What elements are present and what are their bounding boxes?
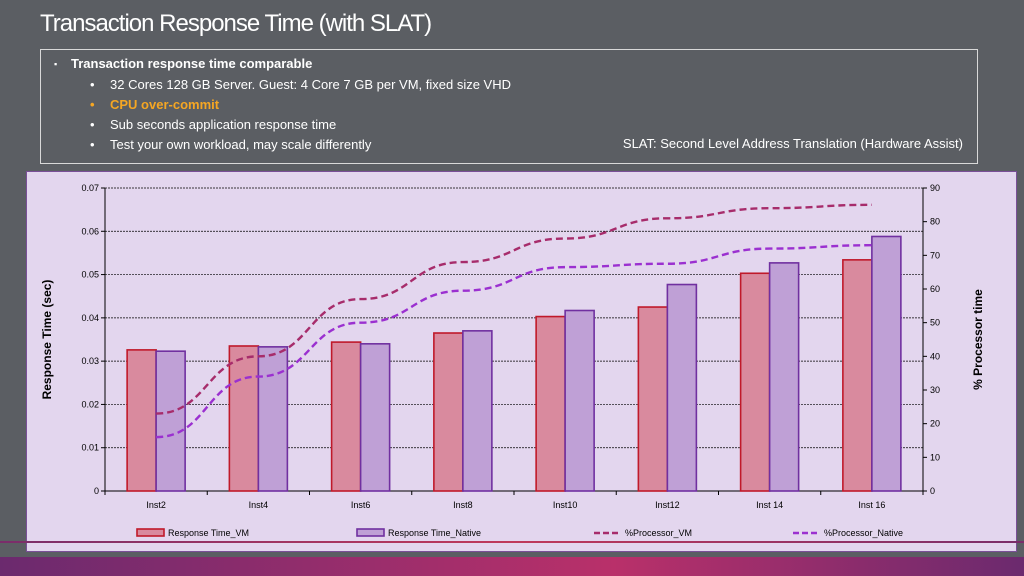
y-tick-label: 0 xyxy=(94,486,99,496)
bullet-box: ▪ Transaction response time comparable • 3… xyxy=(40,49,978,164)
line-processor-native xyxy=(156,244,872,439)
bar-response-time-native xyxy=(462,330,493,492)
bar-response-time-native xyxy=(768,262,800,492)
y2-tick-label: 10 xyxy=(930,452,940,462)
chart-panel: 0 0.01 0.02 0.03 0.04 0.05 0.06 0.07 0 10 20 30 40 50… xyxy=(26,171,1017,552)
main-bullet-text: Transaction response time comparable xyxy=(71,56,313,71)
x-tick-label: Inst8 xyxy=(453,500,473,510)
sub-bullet-response: • Sub seconds application response time xyxy=(90,117,336,132)
sub-bullet-text: CPU over-commit xyxy=(110,97,220,112)
legend-swatch-vm-bar xyxy=(136,528,165,537)
y2-tick-label: 40 xyxy=(930,351,940,361)
y2-tick-label: 80 xyxy=(930,217,940,227)
y2-tick-label: 30 xyxy=(930,385,940,395)
legend-label: %Processor_VM xyxy=(625,528,692,538)
legend-label: %Processor_Native xyxy=(824,528,903,538)
bar-response-time-native xyxy=(257,346,289,492)
bar-response-time-vm xyxy=(433,332,464,492)
main-bullet: ▪ Transaction response time comparable xyxy=(54,56,312,71)
bar-response-time-vm xyxy=(228,345,260,492)
y-tick-label: 0.04 xyxy=(81,313,99,323)
y-tick-label: 0.03 xyxy=(81,356,99,366)
bar-response-time-vm xyxy=(330,341,362,492)
sub-bullet-text: Sub seconds application response time xyxy=(110,117,337,132)
x-tick-label: Inst2 xyxy=(146,500,166,510)
sub-bullet-text: 32 Cores 128 GB Server. Guest: 4 Core 7 … xyxy=(110,77,512,92)
bar-response-time-vm xyxy=(842,259,873,492)
dot-bullet-icon: • xyxy=(90,117,95,132)
y2-tick-label: 0 xyxy=(930,486,935,496)
x-tick-label: Inst4 xyxy=(249,500,269,510)
bar-response-time-native xyxy=(359,343,391,492)
bar-response-time-vm xyxy=(739,272,771,492)
y2-tick-label: 90 xyxy=(930,183,940,193)
sub-bullet-overcommit: • CPU over-commit xyxy=(90,97,219,112)
y2-tick-label: 20 xyxy=(930,419,940,429)
bar-response-time-vm xyxy=(126,349,157,492)
y-tick-label: 0.01 xyxy=(81,443,99,453)
bar-response-time-native xyxy=(155,350,186,492)
y2-axis-title: % Processor time xyxy=(971,289,985,390)
sub-bullet-text: Test your own workload, may scale differ… xyxy=(110,137,372,152)
chart-svg: 0 0.01 0.02 0.03 0.04 0.05 0.06 0.07 0 10 20 30 40 50… xyxy=(40,183,985,538)
bar-response-time-native xyxy=(871,235,902,492)
x-tick-label: Inst10 xyxy=(553,500,578,510)
bar-response-time-vm xyxy=(535,315,566,492)
sub-bullet-workload: • Test your own workload, may scale diffe… xyxy=(90,137,371,152)
legend-label: Response Time_Native xyxy=(388,528,481,538)
x-tick-label: Inst 14 xyxy=(756,500,783,510)
bottom-accent-band xyxy=(0,557,1024,576)
x-tick-label: Inst12 xyxy=(655,500,680,510)
x-tick-label: Inst 16 xyxy=(858,500,885,510)
sub-bullet-server: • 32 Cores 128 GB Server. Guest: 4 Core 7… xyxy=(90,77,511,92)
y2-tick-label: 70 xyxy=(930,250,940,260)
slide-title: Transaction Response Time (with SLAT) xyxy=(40,10,432,37)
bar-response-time-vm xyxy=(637,306,669,492)
dot-bullet-icon: • xyxy=(90,77,95,92)
dot-bullet-icon: • xyxy=(90,97,95,112)
legend-swatch-native-bar xyxy=(356,528,385,537)
x-tick-label: Inst6 xyxy=(351,500,371,510)
y-tick-label: 0.07 xyxy=(81,183,99,193)
bar-response-time-native xyxy=(564,309,595,492)
bottom-accent-line xyxy=(0,541,1024,543)
y2-tick-label: 60 xyxy=(930,284,940,294)
square-bullet-icon: ▪ xyxy=(54,59,58,69)
line-processor-vm xyxy=(156,203,872,415)
y-tick-label: 0.06 xyxy=(81,226,99,236)
dot-bullet-icon: • xyxy=(90,137,95,152)
y2-tick-label: 50 xyxy=(930,318,940,328)
y-tick-label: 0.02 xyxy=(81,399,99,409)
slat-note: SLAT: Second Level Address Translation (… xyxy=(622,136,963,151)
bar-response-time-native xyxy=(666,283,698,492)
y-tick-label: 0.05 xyxy=(81,270,99,280)
legend-label: Response Time_VM xyxy=(168,528,249,538)
y-axis-title: Response Time (sec) xyxy=(40,280,54,400)
